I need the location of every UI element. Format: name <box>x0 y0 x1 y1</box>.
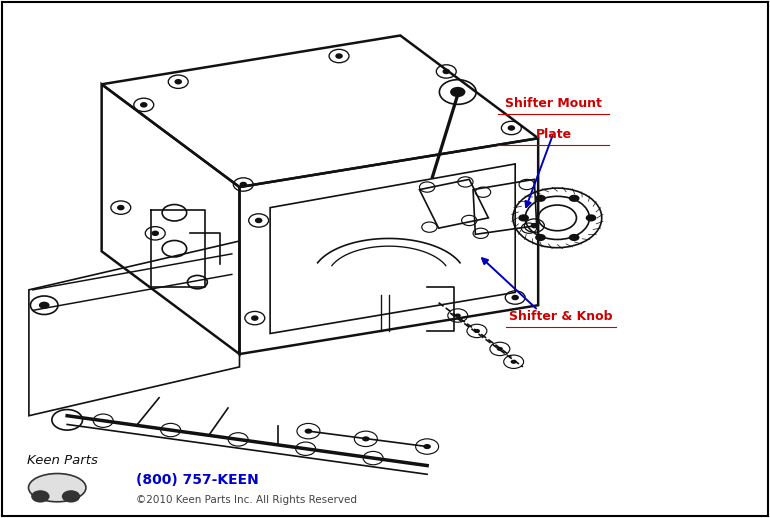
Circle shape <box>256 219 262 223</box>
Circle shape <box>240 182 246 186</box>
Circle shape <box>497 347 503 351</box>
Circle shape <box>152 231 159 235</box>
Circle shape <box>531 224 537 227</box>
Circle shape <box>31 490 49 502</box>
Circle shape <box>62 490 80 502</box>
Circle shape <box>424 444 431 449</box>
Text: Shifter & Knob: Shifter & Knob <box>510 310 613 323</box>
Circle shape <box>518 214 529 222</box>
Circle shape <box>586 214 597 222</box>
Circle shape <box>305 428 313 434</box>
Circle shape <box>336 54 342 58</box>
Text: ©2010 Keen Parts Inc. All Rights Reserved: ©2010 Keen Parts Inc. All Rights Reserve… <box>136 495 357 505</box>
Circle shape <box>141 103 147 107</box>
Circle shape <box>511 359 517 364</box>
Circle shape <box>118 206 124 210</box>
Text: Plate: Plate <box>535 128 571 141</box>
Text: Shifter Mount: Shifter Mount <box>505 97 602 110</box>
Circle shape <box>569 234 580 241</box>
Circle shape <box>38 301 49 309</box>
Circle shape <box>535 195 546 202</box>
Circle shape <box>362 436 370 441</box>
Text: Keen Parts: Keen Parts <box>27 454 98 467</box>
Circle shape <box>444 69 450 74</box>
Ellipse shape <box>28 473 86 502</box>
Circle shape <box>508 126 514 130</box>
Circle shape <box>175 80 181 84</box>
Circle shape <box>569 195 580 202</box>
Circle shape <box>474 329 480 333</box>
Circle shape <box>535 234 546 241</box>
Text: (800) 757-KEEN: (800) 757-KEEN <box>136 473 259 487</box>
Circle shape <box>450 87 465 97</box>
Circle shape <box>252 316 258 320</box>
Circle shape <box>455 313 460 318</box>
Circle shape <box>512 295 518 299</box>
